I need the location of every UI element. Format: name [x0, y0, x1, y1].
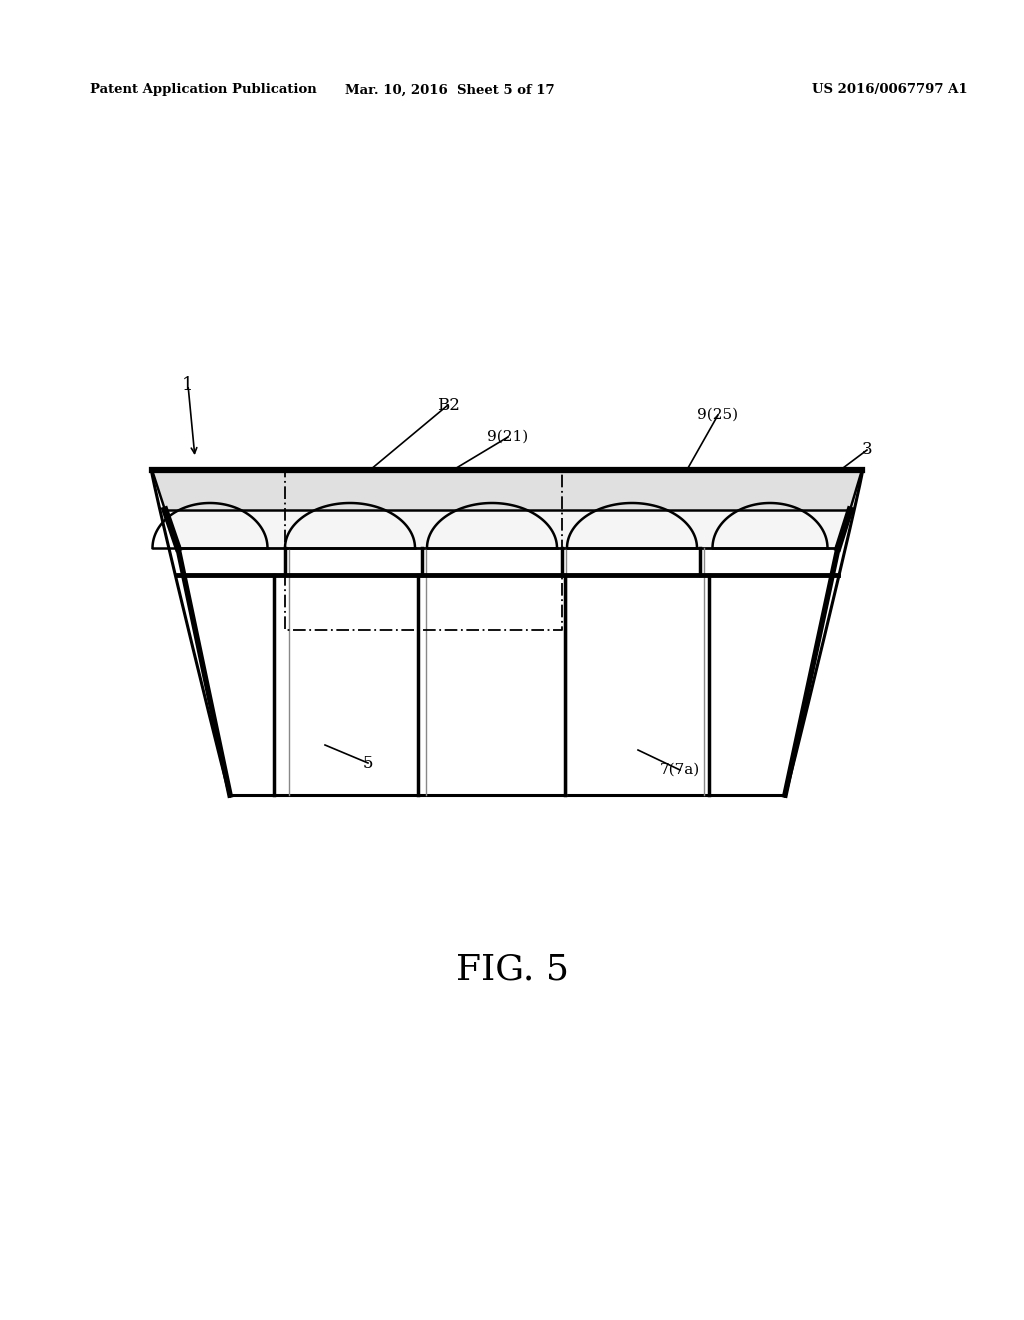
Text: B2: B2 — [436, 396, 460, 413]
Polygon shape — [152, 470, 862, 510]
Text: 5: 5 — [362, 755, 374, 771]
Text: Patent Application Publication: Patent Application Publication — [90, 83, 316, 96]
Text: 1: 1 — [182, 376, 194, 393]
Polygon shape — [152, 469, 863, 796]
Text: 7(7a): 7(7a) — [659, 763, 700, 777]
Text: 3: 3 — [861, 441, 872, 458]
Text: US 2016/0067797 A1: US 2016/0067797 A1 — [812, 83, 968, 96]
Text: FIG. 5: FIG. 5 — [456, 953, 568, 987]
Text: Mar. 10, 2016  Sheet 5 of 17: Mar. 10, 2016 Sheet 5 of 17 — [345, 83, 555, 96]
Text: 9(25): 9(25) — [697, 408, 738, 422]
Text: 9(21): 9(21) — [487, 430, 528, 444]
Polygon shape — [165, 510, 850, 548]
